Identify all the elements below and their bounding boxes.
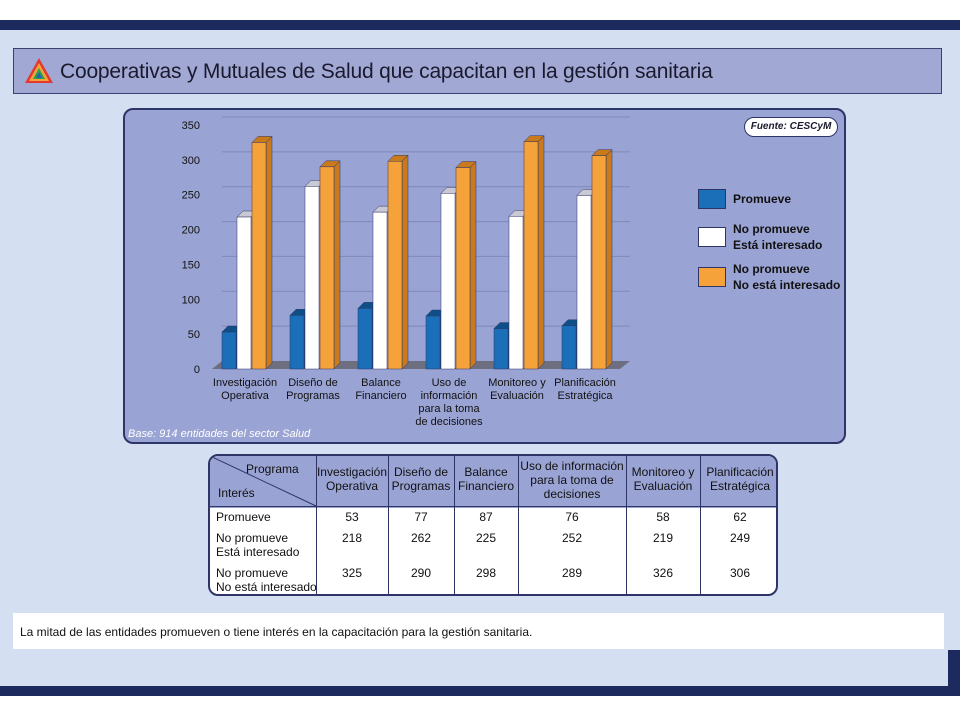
bar xyxy=(508,216,524,370)
table-cell: 249 xyxy=(729,531,751,545)
corner-label-programa: Programa xyxy=(246,462,299,476)
column-header: Diseño de Programas xyxy=(391,465,451,493)
column-divider xyxy=(518,456,519,594)
legend-swatch xyxy=(698,189,726,209)
table-cell: 290 xyxy=(410,566,432,580)
table-cell: 77 xyxy=(414,510,428,524)
bar xyxy=(425,315,441,370)
legend-label: No promueve Está interesado xyxy=(733,222,823,252)
column-header: Monitoreo y Evaluación xyxy=(631,465,695,493)
corner-diagonal xyxy=(210,456,317,507)
corner-accent-bar xyxy=(948,650,960,696)
base-note: Base: 914 entidades del sector Salud xyxy=(128,428,311,440)
page-title: Cooperativas y Mutuales de Salud que cap… xyxy=(60,60,713,83)
bar xyxy=(236,216,252,370)
table-cell: 53 xyxy=(345,510,359,524)
column-divider xyxy=(388,456,389,594)
bar xyxy=(251,142,267,370)
column-header: Planificación Estratégica xyxy=(706,465,774,493)
x-tick-label: Investigación Operativa xyxy=(212,377,278,402)
legend-label: No promueve No está interesado xyxy=(733,262,841,292)
top-border-bar xyxy=(0,20,960,30)
bar-side xyxy=(605,149,613,370)
summary-box xyxy=(13,613,944,649)
y-tick-label: 250 xyxy=(182,190,200,202)
bar-side xyxy=(537,135,545,370)
legend-swatch xyxy=(698,227,726,247)
table-cell: 87 xyxy=(479,510,493,524)
bar xyxy=(387,161,403,370)
bar xyxy=(221,331,237,370)
column-divider xyxy=(700,456,701,594)
row-label: No promueve Está interesado xyxy=(216,531,300,559)
table-cell: 58 xyxy=(656,510,670,524)
summary-text: La mitad de las entidades promueven o ti… xyxy=(20,625,533,639)
bar-side xyxy=(333,160,341,370)
bottom-border-bar xyxy=(0,686,960,696)
bar-side xyxy=(265,135,273,370)
bar xyxy=(440,193,456,370)
column-header: Investigación Operativa xyxy=(316,465,388,493)
bar xyxy=(289,315,305,370)
bar xyxy=(523,141,539,370)
header-divider xyxy=(210,506,776,507)
data-table: Programa Interés Investigación Operativa D… xyxy=(208,454,778,596)
y-tick-label: 300 xyxy=(182,155,200,167)
table-cell: 219 xyxy=(652,531,674,545)
y-tick-label: 150 xyxy=(182,259,200,271)
bar xyxy=(493,328,509,370)
corner-label-interes: Interés xyxy=(218,486,255,500)
triangle-logo-icon xyxy=(25,58,53,83)
column-header: Uso de información para la toma de decisio… xyxy=(520,459,624,501)
y-tick-label: 50 xyxy=(188,329,200,341)
table-cell: 262 xyxy=(410,531,432,545)
column-divider xyxy=(626,456,627,594)
legend-swatch xyxy=(698,267,726,287)
bar xyxy=(304,186,320,370)
table-cell: 252 xyxy=(561,531,583,545)
bar xyxy=(372,211,388,370)
table-cell: 225 xyxy=(475,531,497,545)
table-header xyxy=(210,456,776,508)
row-label: No promueve No está interesado xyxy=(216,566,317,594)
source-label: Fuente: CESCyM xyxy=(744,117,838,137)
bar xyxy=(455,167,471,370)
bar-side xyxy=(401,154,409,370)
table-cell: 62 xyxy=(733,510,747,524)
column-divider xyxy=(316,456,317,594)
y-tick-label: 0 xyxy=(194,364,200,376)
x-tick-label: Uso de información para la toma de decision… xyxy=(415,377,483,428)
y-tick-label: 200 xyxy=(182,225,200,237)
legend-label: Promueve xyxy=(733,192,792,206)
bar xyxy=(561,325,577,370)
bar xyxy=(591,155,607,370)
bar xyxy=(357,308,373,370)
bar xyxy=(576,195,592,370)
table-cell: 326 xyxy=(652,566,674,580)
y-tick-label: 100 xyxy=(182,294,200,306)
title-banner xyxy=(13,48,942,94)
table-cell: 325 xyxy=(341,566,363,580)
row-label: Promueve xyxy=(216,510,271,524)
x-tick-label: Balance Financiero xyxy=(355,377,407,402)
bar xyxy=(319,166,335,370)
column-header: Balance Financiero xyxy=(457,465,515,493)
y-tick-label: 350 xyxy=(182,120,200,132)
table-cell: 306 xyxy=(729,566,751,580)
x-tick-label: Planificación Estratégica xyxy=(554,377,616,402)
table-cell: 218 xyxy=(341,531,363,545)
x-tick-label: Monitoreo y Evaluación xyxy=(488,377,546,402)
table-cell: 289 xyxy=(561,566,583,580)
x-tick-label: Diseño de Programas xyxy=(286,377,340,402)
table-cell: 76 xyxy=(565,510,579,524)
table-cell: 298 xyxy=(475,566,497,580)
bar-side xyxy=(469,160,477,370)
column-divider xyxy=(454,456,455,594)
